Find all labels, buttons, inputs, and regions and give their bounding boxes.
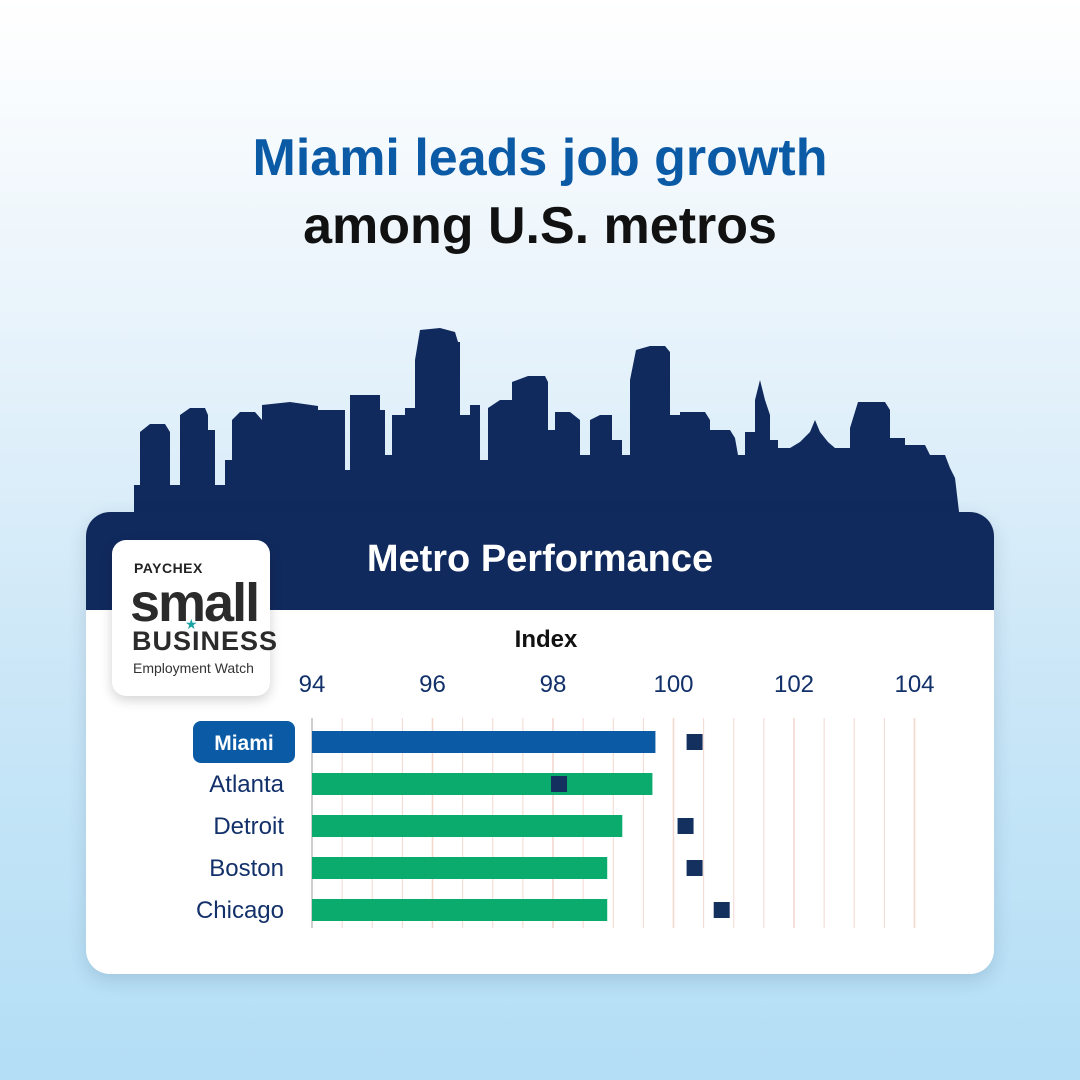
x-tick-label: 104: [894, 671, 934, 698]
category-label-chicago: Chicago: [196, 897, 284, 924]
bar-detroit: [312, 815, 623, 837]
category-label-atlanta: Atlanta: [209, 771, 284, 798]
x-tick-label: 94: [299, 671, 326, 698]
x-tick-label: 96: [419, 671, 446, 698]
headline-title: Miami leads job growth: [252, 129, 828, 187]
highlight-pill: [193, 721, 295, 763]
headline-subtitle: among U.S. metros: [303, 197, 777, 255]
marker-atlanta: [551, 776, 568, 792]
x-tick-label: 98: [540, 671, 567, 698]
x-tick-label: 100: [653, 671, 693, 698]
bar-atlanta: [312, 773, 653, 795]
star-icon: ★: [185, 616, 198, 632]
logo-word-business: BUSINESS: [132, 626, 279, 656]
marker-chicago: [713, 902, 730, 918]
logo-word-employment-watch: Employment Watch: [133, 660, 254, 676]
logo-word-small: small: [130, 573, 260, 633]
card-title: Metro Performance: [366, 538, 714, 580]
x-tick-label: 102: [774, 671, 814, 698]
small-business-employment-watch-logo: PAYCHEX small ★ BUSINESS Employment Watc…: [112, 540, 277, 696]
category-label-boston: Boston: [209, 855, 284, 882]
marker-detroit: [677, 818, 694, 834]
city-skyline-illustration: [134, 328, 960, 520]
bar-chicago: [312, 899, 608, 921]
bar-boston: [312, 857, 608, 879]
category-label-miami: Miami: [214, 732, 274, 755]
marker-miami: [686, 734, 703, 750]
x-axis-label: Index: [515, 626, 578, 653]
logo-brand: PAYCHEX: [134, 560, 203, 576]
marker-boston: [686, 860, 703, 876]
category-label-detroit: Detroit: [213, 813, 284, 840]
bar-miami: [312, 731, 656, 753]
